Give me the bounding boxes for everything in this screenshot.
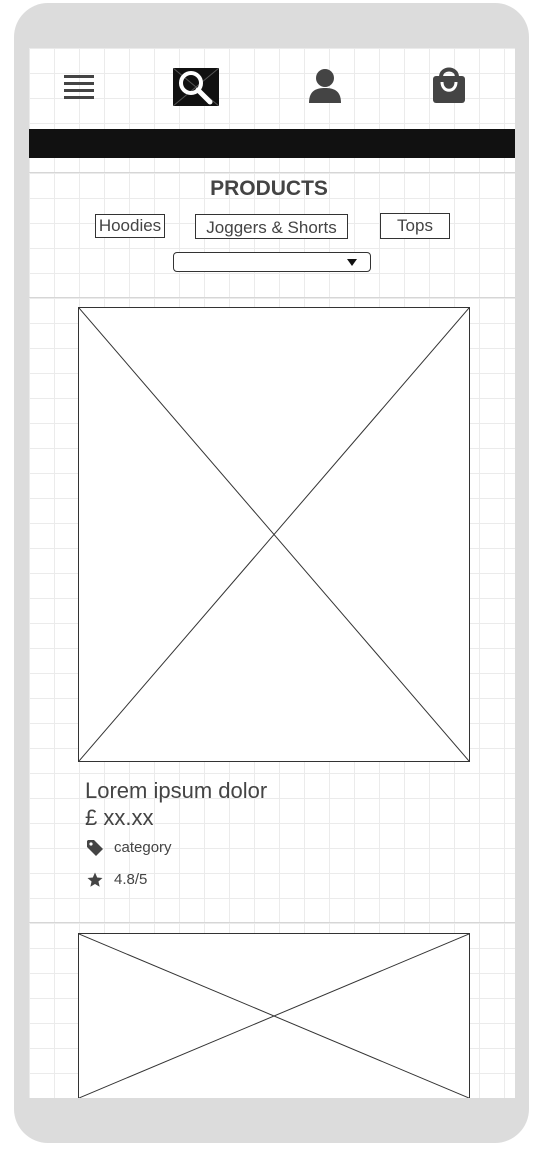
filter-tops-button[interactable]: Tops [380, 213, 450, 239]
filter-joggers-shorts-button[interactable]: Joggers & Shorts [195, 214, 348, 239]
divider [29, 172, 515, 173]
product-category: category [114, 839, 172, 856]
filter-hoodies-button[interactable]: Hoodies [95, 214, 165, 238]
sort-dropdown[interactable] [173, 252, 371, 272]
product-name[interactable]: Lorem ipsum dolor [85, 778, 268, 803]
shopping-bag-icon[interactable] [431, 65, 467, 105]
product-rating: 4.8/5 [114, 871, 148, 888]
star-icon [86, 871, 104, 889]
caret-down-icon [347, 259, 357, 266]
product-image-placeholder[interactable] [78, 307, 470, 762]
search-icon[interactable] [173, 68, 219, 106]
divider [29, 922, 515, 923]
phone-screen: PRODUCTS Hoodies Joggers & Shorts Tops L… [29, 48, 515, 1098]
announcement-banner [29, 129, 515, 158]
divider [29, 297, 515, 298]
product-image-placeholder[interactable] [78, 933, 470, 1098]
page-title: PRODUCTS [210, 177, 328, 200]
hamburger-menu-icon[interactable] [64, 75, 94, 100]
product-price: £ xx.xx [85, 805, 154, 830]
tag-icon [86, 839, 104, 857]
user-icon[interactable] [307, 68, 343, 104]
